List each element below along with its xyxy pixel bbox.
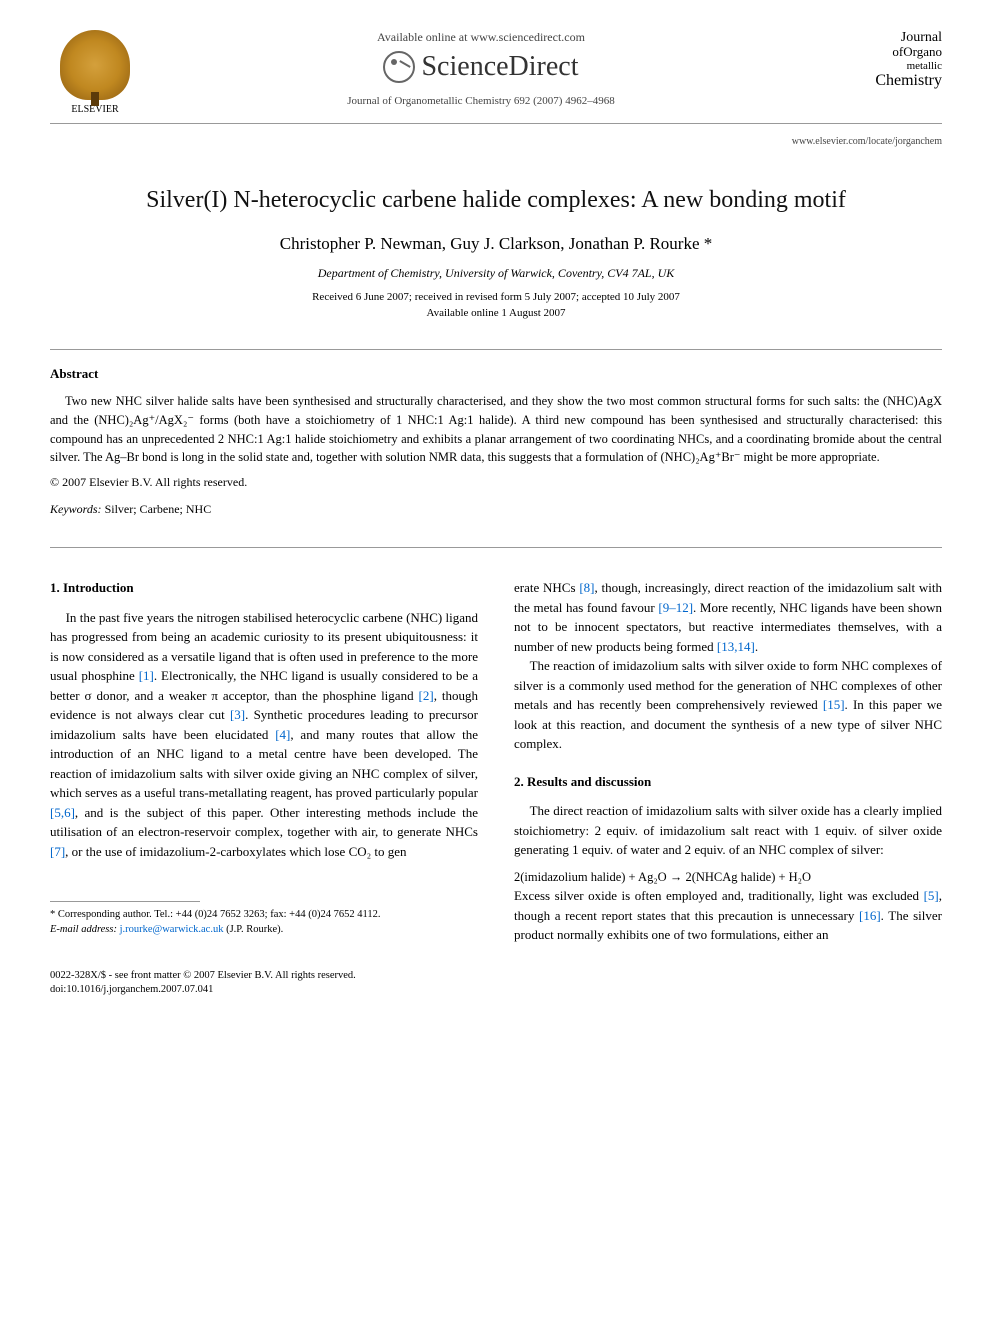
affiliation: Department of Chemistry, University of W… <box>50 266 942 281</box>
column-right: erate NHCs [8], though, increasingly, di… <box>514 578 942 945</box>
journal-logo-line4: Chemistry <box>822 72 942 90</box>
ref-link-15[interactable]: [15] <box>823 697 845 712</box>
sciencedirect-logo: ScienceDirect <box>160 51 802 83</box>
ref-link-13-14[interactable]: [13,14] <box>717 639 755 654</box>
intro-paragraph-2: The reaction of imidazolium salts with s… <box>514 656 942 754</box>
footnote-divider <box>50 901 200 902</box>
results-paragraph-2: Excess silver oxide is often employed an… <box>514 886 942 945</box>
intro-paragraph: In the past five years the nitrogen stab… <box>50 608 478 862</box>
article-title: Silver(I) N-heterocyclic carbene halide … <box>50 187 942 214</box>
divider-top <box>50 349 942 350</box>
ref-link-9-12[interactable]: [9–12] <box>658 600 693 615</box>
keywords: Keywords: Silver; Carbene; NHC <box>50 502 942 517</box>
results-paragraph-1: The direct reaction of imidazolium salts… <box>514 801 942 860</box>
center-header: Available online at www.sciencedirect.co… <box>140 30 822 107</box>
chemical-equation: 2(imidazolium halide) + Ag₂O → 2(NHCAg h… <box>514 868 942 887</box>
divider-bottom <box>50 547 942 548</box>
two-column-body: 1. Introduction In the past five years t… <box>50 578 942 945</box>
ref-link-16[interactable]: [16] <box>859 908 881 923</box>
doi-line: doi:10.1016/j.jorganchem.2007.07.041 <box>50 983 942 998</box>
abstract-heading: Abstract <box>50 366 942 382</box>
ref-link-8[interactable]: [8] <box>579 580 594 595</box>
copyright: © 2007 Elsevier B.V. All rights reserved… <box>50 475 942 490</box>
front-matter-line: 0022-328X/$ - see front matter © 2007 El… <box>50 969 942 984</box>
ref-link-7[interactable]: [7] <box>50 844 65 859</box>
ref-link-5[interactable]: [5] <box>924 888 939 903</box>
journal-logo-line1: Journal <box>822 30 942 45</box>
column-left: 1. Introduction In the past five years t… <box>50 578 478 945</box>
authors: Christopher P. Newman, Guy J. Clarkson, … <box>50 234 942 254</box>
journal-logo-line2: ofOrgano <box>822 45 942 59</box>
journal-logo-line3: metallic <box>822 60 942 72</box>
results-heading: 2. Results and discussion <box>514 772 942 792</box>
email-link[interactable]: j.rourke@warwick.ac.uk <box>120 924 224 935</box>
keywords-label: Keywords: <box>50 502 102 516</box>
keywords-values: Silver; Carbene; NHC <box>102 502 212 516</box>
received-dates: Received 6 June 2007; received in revise… <box>50 291 942 303</box>
available-online-date: Available online 1 August 2007 <box>50 307 942 319</box>
corresponding-author-footnote: * Corresponding author. Tel.: +44 (0)24 … <box>50 908 478 923</box>
sciencedirect-label: ScienceDirect <box>421 51 578 83</box>
email-suffix: (J.P. Rourke). <box>223 924 283 935</box>
sciencedirect-icon <box>383 51 415 83</box>
header-banner: ELSEVIER Available online at www.science… <box>50 30 942 124</box>
journal-logo: Journal ofOrgano metallic Chemistry <box>822 30 942 89</box>
ref-link-3[interactable]: [3] <box>230 707 245 722</box>
email-footnote: E-mail address: j.rourke@warwick.ac.uk (… <box>50 923 478 938</box>
email-label: E-mail address: <box>50 924 117 935</box>
elsevier-logo: ELSEVIER <box>50 30 140 115</box>
ref-link-1[interactable]: [1] <box>139 668 154 683</box>
elsevier-tree-icon <box>60 30 130 100</box>
intro-heading: 1. Introduction <box>50 578 478 598</box>
available-online-text: Available online at www.sciencedirect.co… <box>160 30 802 45</box>
journal-reference: Journal of Organometallic Chemistry 692 … <box>160 95 802 107</box>
ref-link-5-6[interactable]: [5,6] <box>50 805 75 820</box>
intro-continuation: erate NHCs [8], though, increasingly, di… <box>514 578 942 656</box>
locate-url: www.elsevier.com/locate/jorganchem <box>50 136 942 147</box>
ref-link-2[interactable]: [2] <box>419 688 434 703</box>
abstract-text: Two new NHC silver halide salts have bee… <box>50 392 942 467</box>
ref-link-4[interactable]: [4] <box>275 727 290 742</box>
bottom-metadata: 0022-328X/$ - see front matter © 2007 El… <box>50 969 942 998</box>
